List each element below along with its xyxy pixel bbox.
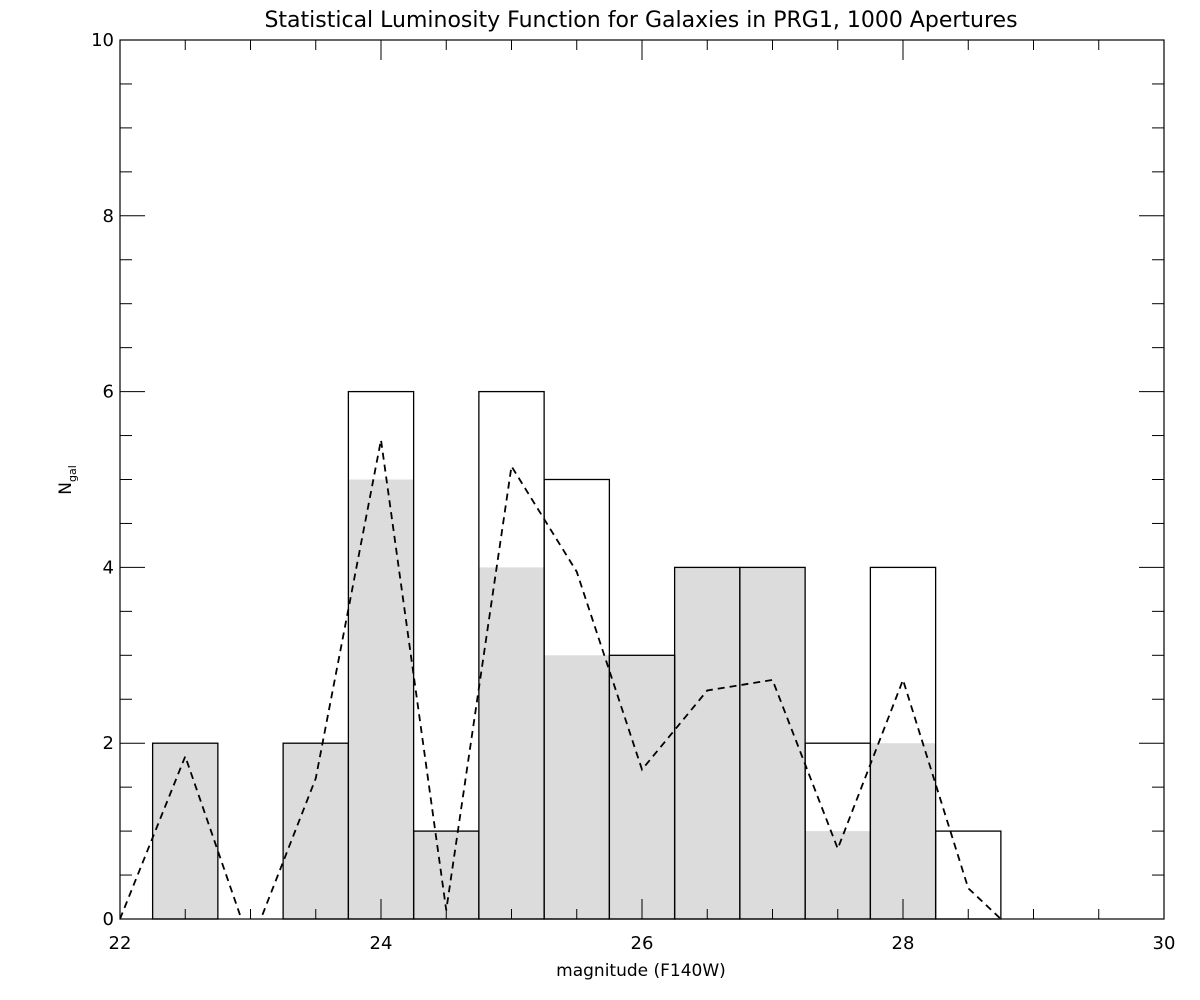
dashed-curve (120, 439, 1002, 919)
dashed-line-series (120, 439, 1002, 919)
filled-bar (544, 655, 610, 919)
filled-bar (348, 479, 414, 919)
filled-bar (805, 831, 871, 919)
axes (119, 39, 1165, 920)
filled-bar (283, 743, 349, 919)
y-tick-label: 10 (91, 30, 114, 51)
x-axis-label: magnitude (F140W) (556, 961, 726, 981)
x-tick-label: 22 (109, 933, 132, 954)
y-tick-label: 8 (103, 206, 114, 227)
filled-bar (478, 567, 545, 919)
y-axis-label-sub: gal (66, 465, 79, 482)
y-tick-label: 0 (103, 909, 114, 930)
y-tick-label: 4 (103, 557, 114, 578)
x-tick-label: 26 (631, 933, 654, 954)
outline-bar (934, 830, 1002, 920)
filled-bar (152, 743, 218, 919)
y-tick-labels: 0 2 4 6 8 10 (91, 30, 114, 930)
x-tick-label: 28 (892, 933, 915, 954)
filled-bar (609, 655, 675, 919)
filled-bar (870, 743, 936, 919)
chart-title: Statistical Luminosity Function for Gala… (264, 8, 1017, 33)
y-tick-label: 6 (103, 382, 114, 403)
filled-bar (739, 567, 806, 919)
x-tick-label: 30 (1153, 933, 1176, 954)
x-tick-labels: 22 24 26 28 30 (109, 933, 1176, 954)
filled-histogram (152, 479, 936, 919)
y-axis-label: Ngal (56, 465, 79, 495)
x-tick-label: 24 (370, 933, 393, 954)
y-axis-label-main: N (56, 482, 76, 495)
filled-bar (674, 567, 740, 919)
y-tick-label: 2 (103, 733, 114, 754)
